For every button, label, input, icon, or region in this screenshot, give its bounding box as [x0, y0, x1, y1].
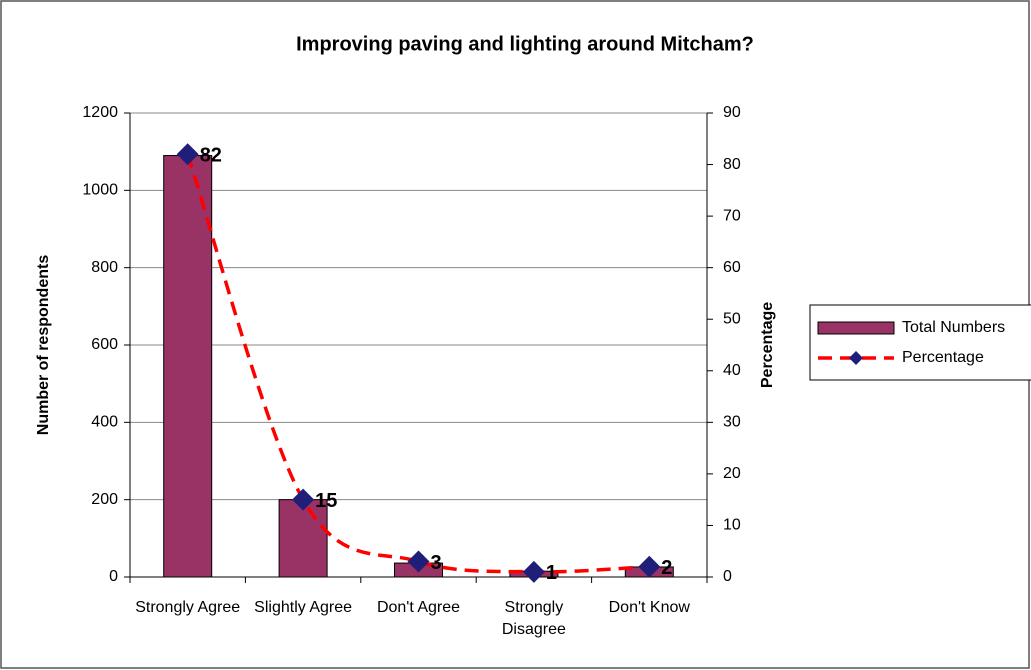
- y2-tick-label: 10: [723, 517, 741, 534]
- legend-marker: [849, 351, 863, 365]
- legend-label: Percentage: [902, 349, 984, 366]
- y2-tick-label: 30: [723, 414, 741, 431]
- y-tick-label: 800: [91, 259, 118, 276]
- bar: [278, 499, 328, 578]
- data-label: 2: [661, 557, 672, 579]
- y2-tick-label: 90: [723, 104, 741, 121]
- x-tick-label: Don't Agree: [376, 599, 461, 616]
- y2-tick-label: 0: [723, 568, 732, 585]
- marker: [292, 488, 315, 511]
- y-tick-label: 200: [91, 491, 118, 508]
- data-label: 82: [200, 145, 222, 167]
- data-label: 3: [431, 552, 442, 574]
- y-tick-label: 600: [91, 336, 118, 353]
- line: [186, 153, 650, 574]
- marker: [176, 143, 199, 166]
- x-tick-label: Don't Know: [608, 599, 690, 616]
- x-tick-label: Slightly Agree: [254, 599, 353, 616]
- y-tick-label: 400: [91, 414, 118, 431]
- y2-tick-label: 60: [723, 259, 741, 276]
- marker: [522, 560, 545, 583]
- y2-tick-label: 70: [723, 207, 741, 224]
- legend-swatch: [817, 321, 895, 335]
- x-tick-label: Strongly Disagree: [501, 599, 566, 638]
- data-label: 1: [546, 562, 557, 584]
- bar: [163, 155, 213, 578]
- legend-label: Total Numbers: [902, 319, 1005, 336]
- y2-tick-label: 40: [723, 362, 741, 379]
- y2-axis-title: Percentage: [759, 302, 776, 388]
- y2-tick-label: 50: [723, 310, 741, 327]
- y-tick-label: 1000: [82, 182, 118, 199]
- y-tick-label: 0: [109, 568, 118, 585]
- y2-tick-label: 20: [723, 465, 741, 482]
- chart-title: Improving paving and lighting around Mit…: [296, 33, 754, 55]
- data-label: 15: [315, 490, 337, 512]
- y2-tick-label: 80: [723, 156, 741, 173]
- marker: [407, 550, 430, 573]
- marker: [638, 555, 661, 578]
- y-axis-title: Number of respondents: [35, 255, 52, 436]
- y-tick-label: 1200: [82, 104, 118, 121]
- x-tick-label: Strongly Agree: [135, 599, 241, 616]
- legend-box: [809, 304, 1031, 381]
